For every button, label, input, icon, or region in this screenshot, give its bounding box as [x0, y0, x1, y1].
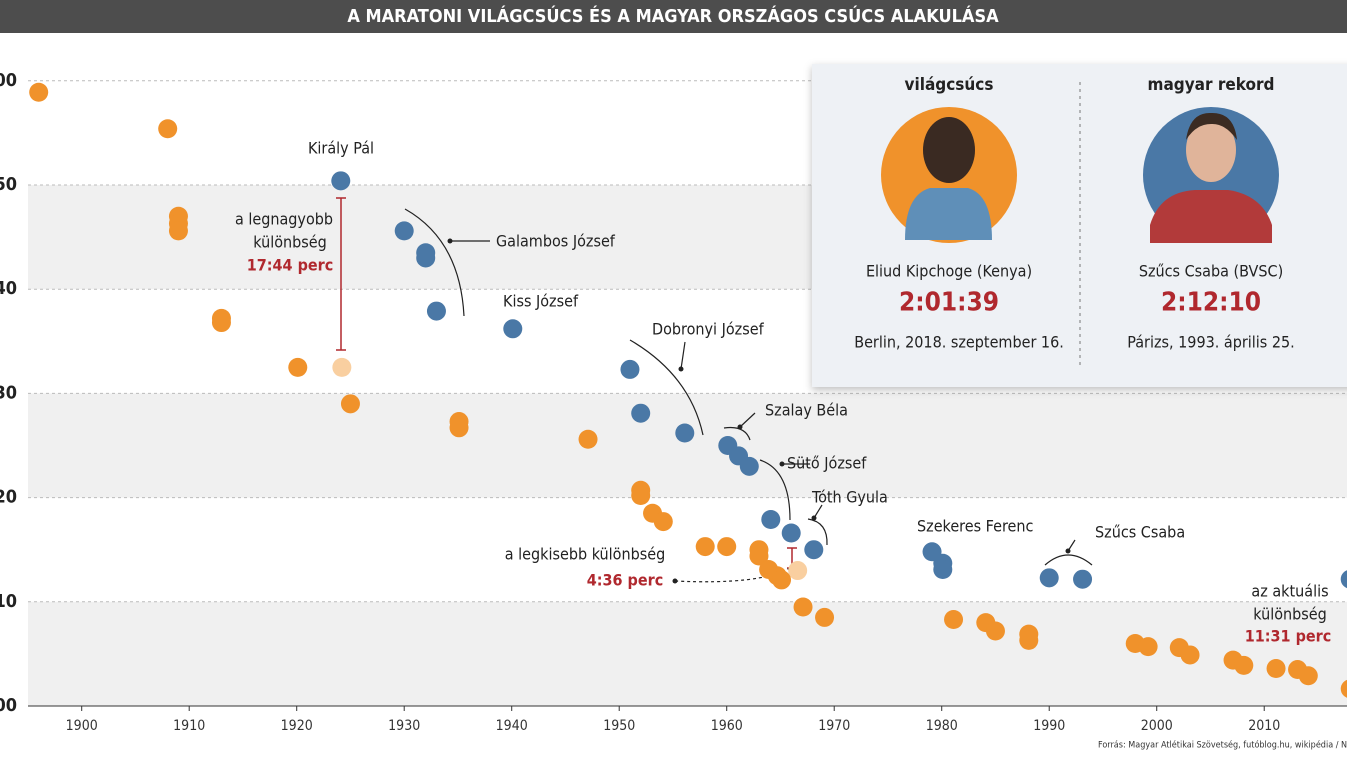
y-tick-label: 2:50: [0, 174, 17, 195]
point: [168, 221, 188, 241]
x-tick-label: 1930: [388, 718, 420, 734]
point: [717, 537, 737, 557]
point: [1234, 655, 1254, 675]
y-tick-label: 2:10: [0, 591, 17, 612]
point: [332, 357, 352, 377]
x-tick-label: 2010: [1248, 718, 1280, 734]
y-tick-label: 2:00: [0, 695, 17, 716]
annotation: Kiss József: [503, 292, 579, 311]
point: [29, 82, 49, 102]
annotation: Galambos József: [496, 232, 616, 251]
point: [695, 537, 715, 557]
annotation: különbség: [1253, 605, 1327, 624]
point: [1340, 570, 1347, 589]
point: [631, 403, 651, 423]
annotation: különbség: [253, 233, 327, 252]
point: [739, 456, 759, 476]
chart-title: A MARATONI VILÁGCSÚCS ÉS A MAGYAR ORSZÁG…: [347, 5, 999, 27]
annotation: Szekeres Ferenc: [917, 517, 1033, 536]
point: [620, 359, 640, 379]
x-tick-label: 1960: [711, 718, 743, 734]
point: [1019, 630, 1039, 650]
panel-time: 2:01:39: [899, 288, 999, 318]
annotation: a legnagyobb: [235, 210, 333, 229]
point: [1073, 569, 1093, 589]
x-tick-label: 2000: [1141, 718, 1173, 734]
annotation: Szűcs Csaba: [1095, 523, 1185, 542]
point: [944, 610, 964, 630]
point: [933, 559, 953, 579]
point: [211, 313, 231, 333]
point: [804, 540, 824, 560]
x-tick-label: 1980: [926, 718, 958, 734]
y-tick-label: 3:00: [0, 70, 17, 91]
annotation: Dobronyi József: [652, 320, 765, 339]
point: [1138, 637, 1158, 657]
annotation: 11:31 perc: [1245, 627, 1332, 646]
x-tick-label: 1910: [173, 718, 205, 734]
point: [985, 621, 1005, 641]
point: [815, 607, 835, 627]
band: [28, 601, 1347, 706]
panel-place: Berlin, 2018. szeptember 16.: [854, 333, 1064, 352]
annotation: Szalay Béla: [765, 401, 848, 420]
point: [675, 423, 695, 443]
point: [394, 221, 414, 241]
y-tick-label: 2:40: [0, 278, 17, 299]
point: [416, 248, 436, 268]
panel-heading: világcsúcs: [905, 75, 994, 95]
x-tick-label: 1940: [496, 718, 528, 734]
panel-place: Párizs, 1993. április 25.: [1127, 333, 1294, 352]
x-tick-label: 1990: [1033, 718, 1065, 734]
annotation: Tóth Gyula: [811, 488, 888, 507]
point: [331, 171, 351, 191]
point: [653, 512, 673, 532]
point: [449, 418, 469, 438]
panel-time: 2:12:10: [1161, 288, 1261, 318]
point: [793, 597, 813, 617]
panel-name: Eliud Kipchoge (Kenya): [866, 262, 1032, 281]
point: [1340, 679, 1347, 698]
point: [1298, 666, 1318, 686]
panel-name: Szűcs Csaba (BVSC): [1139, 262, 1283, 281]
x-tick-label: 1900: [66, 718, 98, 734]
point: [1180, 645, 1200, 665]
point: [1039, 568, 1059, 588]
x-tick-label: 1970: [818, 718, 850, 734]
point: [749, 546, 769, 566]
x-tick-label: 1950: [603, 718, 635, 734]
point: [1266, 658, 1286, 678]
annotation: Sütő József: [787, 454, 867, 473]
point: [158, 119, 178, 139]
annotation: az aktuális: [1251, 582, 1328, 601]
annotation: a legkisebb különbség: [505, 545, 665, 564]
y-tick-label: 2:30: [0, 382, 17, 403]
point: [426, 301, 446, 321]
point: [578, 429, 598, 449]
annotation: 4:36 perc: [587, 571, 664, 590]
annotation: Király Pál: [308, 139, 374, 158]
panel-heading: magyar rekord: [1148, 75, 1275, 95]
y-tick-label: 2:20: [0, 487, 17, 508]
annotation: 17:44 perc: [247, 256, 334, 275]
point: [788, 561, 808, 581]
x-tick-label: 1920: [281, 718, 313, 734]
record-panel: világcsúcs magyar rekord Eliud Kipchoge …: [812, 64, 1347, 387]
point: [340, 394, 360, 414]
point: [761, 509, 781, 529]
band: [28, 393, 1347, 498]
source: Forrás: Magyar Atlétikai Szövetség, futó…: [1098, 740, 1347, 751]
point: [772, 570, 792, 590]
point: [781, 523, 801, 543]
point: [503, 319, 523, 339]
point: [288, 357, 308, 377]
title-bar: [0, 0, 1347, 33]
points: [29, 82, 1347, 698]
point: [631, 486, 651, 506]
